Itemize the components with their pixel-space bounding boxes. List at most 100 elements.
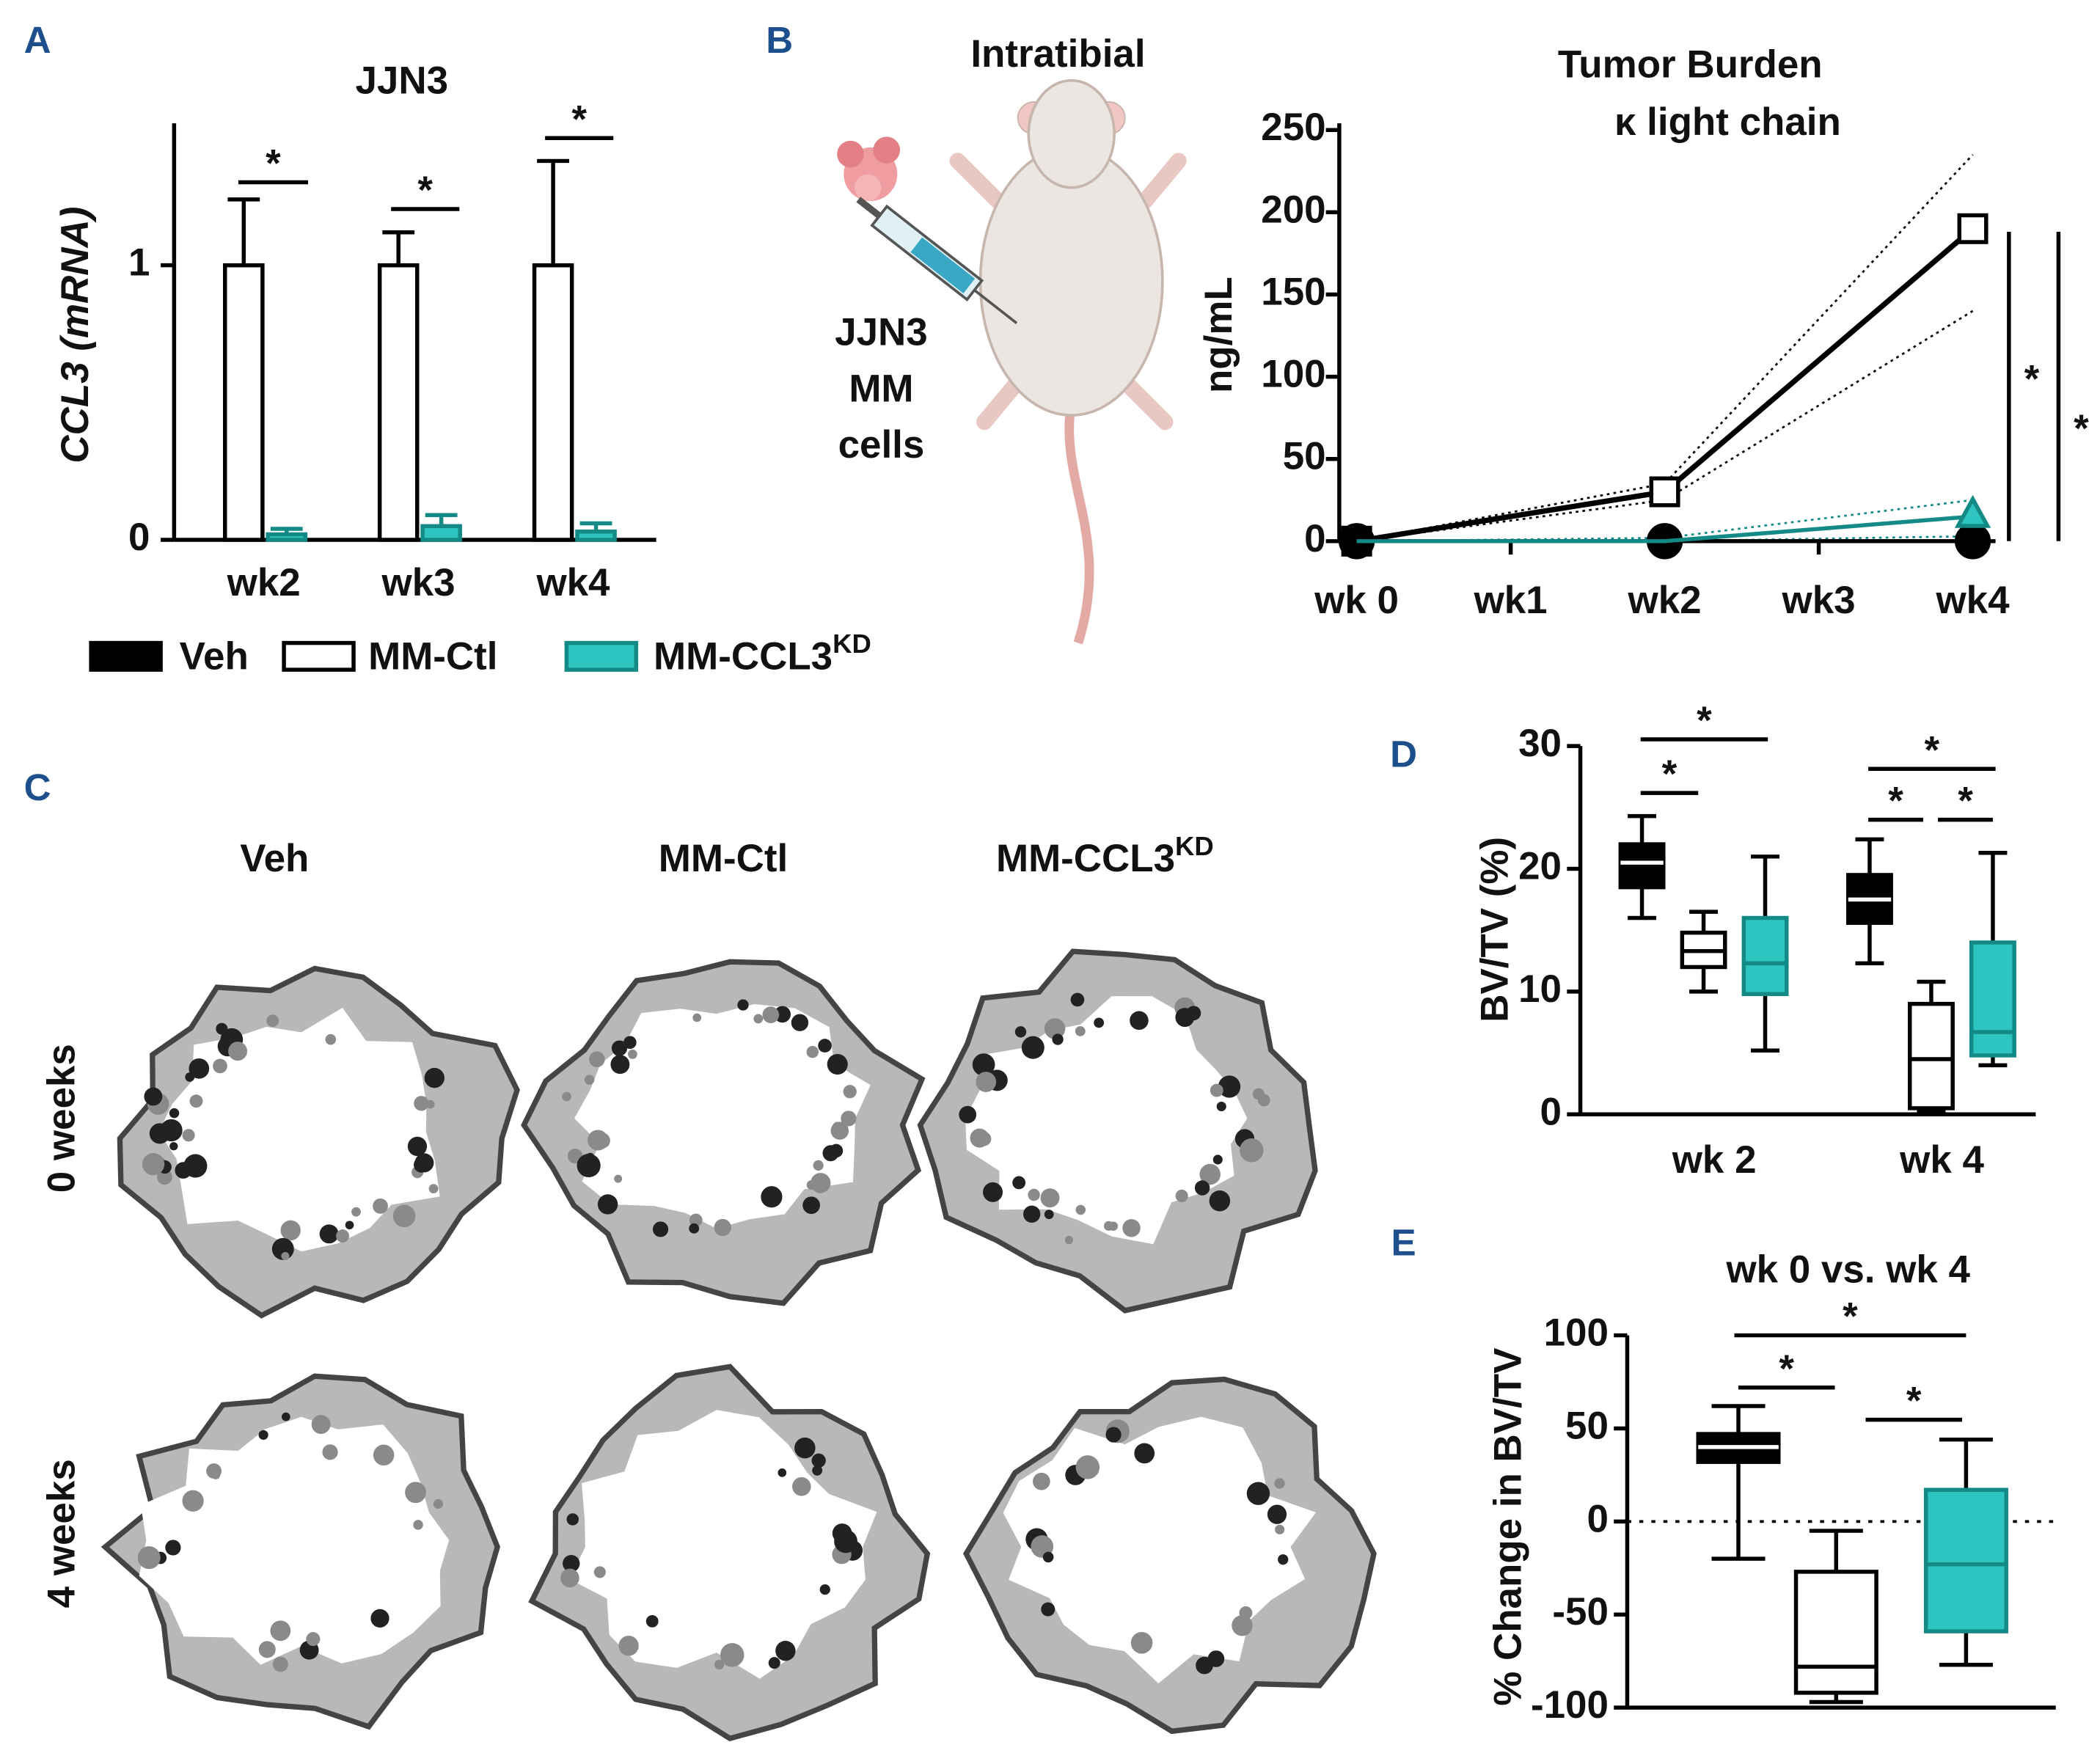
trabecula xyxy=(185,1072,195,1082)
y-axis-label: ng/mL xyxy=(1197,277,1240,393)
y-tick-label: 200 xyxy=(1261,188,1325,231)
marker xyxy=(1957,213,1989,244)
trabecula xyxy=(1274,1478,1285,1489)
x-tick-label: wk4 xyxy=(535,561,610,604)
legend-swatch xyxy=(89,640,163,672)
trabecula xyxy=(610,1055,630,1075)
trabecula xyxy=(1028,1188,1040,1201)
y-tick-label: 50 xyxy=(1565,1404,1609,1447)
trabecula xyxy=(165,1540,181,1556)
x-tick-label: wk 2 xyxy=(1672,1138,1757,1182)
trabecula xyxy=(1130,1011,1149,1031)
legend-label-main: Veh xyxy=(180,634,249,678)
x-tick-label: wk 0 xyxy=(1314,579,1399,622)
column-label-main: MM-Ctl xyxy=(659,837,788,880)
trabecula xyxy=(1209,1190,1231,1212)
legend-label-main: MM-Ctl xyxy=(368,634,497,678)
trabecula xyxy=(566,1513,579,1526)
panel-letter: D xyxy=(1390,733,1417,775)
trabecula xyxy=(1218,1075,1241,1098)
trabecula xyxy=(405,1482,426,1504)
trabecula xyxy=(1240,1138,1264,1163)
trabecula xyxy=(156,1169,172,1185)
trabecula xyxy=(692,1013,702,1022)
trabecula xyxy=(976,1072,997,1092)
trabecula xyxy=(1075,1204,1086,1215)
trabecula xyxy=(843,1085,857,1099)
trabecula xyxy=(834,1529,857,1553)
trabecula xyxy=(272,1656,288,1672)
trabecula xyxy=(832,1121,843,1132)
trabecula xyxy=(306,1632,321,1647)
trabecula xyxy=(1064,1235,1074,1245)
legend-label: MM-CCL3KD xyxy=(654,629,871,678)
bone-marrow-space xyxy=(569,1410,877,1679)
trabecula xyxy=(983,1182,1003,1202)
trabecula xyxy=(270,1620,291,1642)
trabecula xyxy=(737,999,749,1011)
marker xyxy=(1649,476,1680,508)
y-tick-label: 250 xyxy=(1261,106,1325,149)
trabecula xyxy=(627,1049,637,1059)
trabecula xyxy=(281,1412,290,1421)
mouse-illustration xyxy=(837,78,1187,645)
x-tick-label: wk3 xyxy=(1782,579,1856,622)
y-axis-label: % Change in BV/TV xyxy=(1487,1348,1530,1706)
trabecula xyxy=(258,1641,276,1658)
trabecula xyxy=(1075,1025,1086,1036)
box xyxy=(1793,1570,1878,1695)
trabecula xyxy=(160,1119,183,1142)
trabecula xyxy=(351,1207,361,1217)
syringe-fluid xyxy=(910,237,976,293)
trabecula xyxy=(593,1566,606,1578)
trabecula xyxy=(280,1220,301,1241)
trabecula xyxy=(1257,1094,1270,1107)
confidence-band xyxy=(1356,310,1974,543)
trabecula xyxy=(182,1129,195,1142)
trabecula xyxy=(841,1110,857,1127)
trabecula xyxy=(970,1128,989,1148)
panel-letter: C xyxy=(24,766,51,808)
y-tick-label: 30 xyxy=(1518,722,1562,765)
y-tick-label: 50 xyxy=(1283,435,1326,478)
y-tick-label: 10 xyxy=(1518,967,1562,1011)
trabecula xyxy=(424,1067,445,1088)
y-axis-label: CCL3 (mRNA) xyxy=(54,207,97,464)
trabecula xyxy=(1052,1033,1064,1045)
trabecula xyxy=(811,1173,831,1193)
trabecula xyxy=(792,1476,811,1496)
x-tick-label: wk4 xyxy=(1936,579,2011,622)
trabecula xyxy=(720,1643,744,1667)
trabecula xyxy=(614,1174,623,1183)
trabecula xyxy=(822,1145,839,1162)
trabecula xyxy=(794,1437,816,1459)
trabecula xyxy=(972,1053,995,1076)
trabecula xyxy=(586,1152,595,1162)
tumor-cells xyxy=(837,140,864,168)
trabecula xyxy=(689,1223,700,1234)
trabecula xyxy=(1239,1606,1253,1620)
legend-label: MM-Ctl xyxy=(368,634,497,678)
trabecula xyxy=(319,1224,339,1244)
trabecula xyxy=(213,1058,227,1074)
trabecula xyxy=(258,1430,268,1440)
trabecula xyxy=(311,1415,331,1434)
trabecula xyxy=(1032,1472,1050,1490)
trabecula xyxy=(228,1042,248,1061)
significance-star: * xyxy=(1906,1380,1922,1423)
trabecula xyxy=(778,1468,787,1477)
column-label: MM-CCL3KD xyxy=(996,831,1214,881)
trabecula xyxy=(1210,1083,1223,1097)
trabecula xyxy=(169,1142,178,1151)
mouse-limbs xyxy=(949,153,1187,431)
bar xyxy=(420,524,462,542)
chart-title: JJN3 xyxy=(355,59,448,102)
column-label-main: Veh xyxy=(240,837,309,880)
y-tick-label: 1 xyxy=(128,241,150,285)
trabecula xyxy=(169,1108,180,1119)
trabecula xyxy=(322,1444,338,1460)
trabecula xyxy=(1278,1554,1289,1565)
trabecula xyxy=(414,1096,429,1111)
trabecula xyxy=(1044,1018,1066,1039)
